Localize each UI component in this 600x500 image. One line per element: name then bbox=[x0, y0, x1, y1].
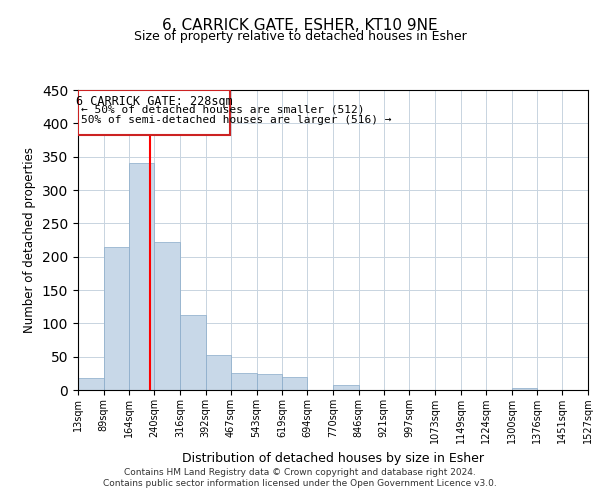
Bar bbox=[78, 378, 104, 390]
Bar bbox=[231, 374, 257, 390]
Text: 50% of semi-detached houses are larger (516) →: 50% of semi-detached houses are larger (… bbox=[81, 114, 392, 124]
Text: 6 CARRICK GATE: 228sqm: 6 CARRICK GATE: 228sqm bbox=[76, 94, 233, 108]
Text: Size of property relative to detached houses in Esher: Size of property relative to detached ho… bbox=[134, 30, 466, 43]
Bar bbox=[333, 386, 359, 390]
X-axis label: Distribution of detached houses by size in Esher: Distribution of detached houses by size … bbox=[182, 452, 484, 464]
Bar bbox=[129, 164, 154, 390]
Bar bbox=[282, 376, 307, 390]
Y-axis label: Number of detached properties: Number of detached properties bbox=[23, 147, 37, 333]
Bar bbox=[79, 90, 230, 134]
Text: ← 50% of detached houses are smaller (512): ← 50% of detached houses are smaller (51… bbox=[81, 104, 365, 115]
Text: 6, CARRICK GATE, ESHER, KT10 9NE: 6, CARRICK GATE, ESHER, KT10 9NE bbox=[162, 18, 438, 32]
Bar bbox=[206, 354, 231, 390]
Bar bbox=[257, 374, 282, 390]
Bar bbox=[180, 314, 206, 390]
Bar bbox=[104, 246, 129, 390]
Bar bbox=[588, 388, 600, 390]
Text: Contains HM Land Registry data © Crown copyright and database right 2024.
Contai: Contains HM Land Registry data © Crown c… bbox=[103, 468, 497, 487]
Bar bbox=[154, 242, 180, 390]
Bar bbox=[512, 388, 537, 390]
